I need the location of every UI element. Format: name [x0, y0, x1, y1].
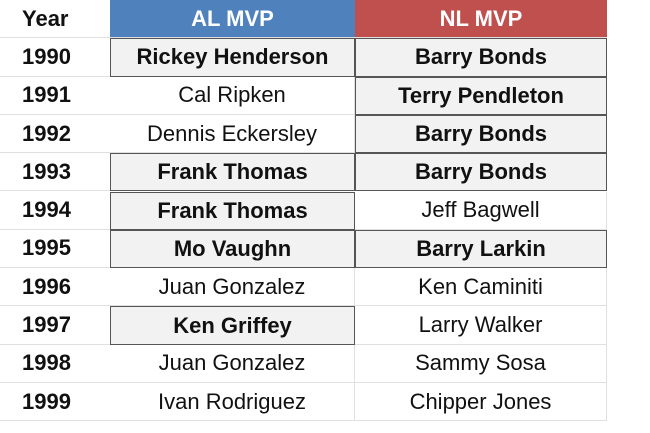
nl-cell: Barry Bonds	[355, 38, 607, 77]
nl-cell: Ken Caminiti	[355, 268, 607, 307]
nl-cell: Terry Pendleton	[355, 76, 607, 115]
year-header: Year	[0, 0, 110, 39]
year-cell: 1994	[0, 192, 110, 230]
al-cell: Mo Vaughn	[110, 229, 355, 269]
al-cell: Cal Ripken	[110, 76, 355, 115]
al-cell: Dennis Eckersley	[110, 114, 355, 154]
al-cell: Juan Gonzalez	[110, 268, 355, 307]
al-cell: Ken Griffey	[110, 306, 355, 345]
nl-cell: Barry Larkin	[355, 229, 607, 269]
al-cell: Frank Thomas	[110, 153, 355, 192]
al-cell: Rickey Henderson	[110, 38, 355, 77]
nl-cell: Jeff Bagwell	[355, 191, 607, 230]
al-cell: Frank Thomas	[110, 191, 355, 230]
year-cell: 1997	[0, 306, 110, 345]
year-cell: 1992	[0, 115, 110, 154]
al-cell: Ivan Rodriguez	[110, 383, 355, 422]
al-cell: Juan Gonzalez	[110, 344, 355, 383]
nl-cell: Larry Walker	[355, 306, 607, 345]
year-cell: 1998	[0, 345, 110, 383]
year-cell: 1990	[0, 38, 110, 77]
nl-cell: Barry Bonds	[355, 114, 607, 154]
year-cell: 1999	[0, 383, 110, 422]
year-cell: 1993	[0, 153, 110, 192]
year-cell: 1996	[0, 268, 110, 307]
year-cell: 1991	[0, 77, 110, 115]
nl-header: NL MVP	[355, 0, 607, 39]
nl-cell: Barry Bonds	[355, 153, 607, 192]
nl-cell: Sammy Sosa	[355, 344, 607, 383]
al-header: AL MVP	[110, 0, 355, 39]
nl-cell: Chipper Jones	[355, 383, 607, 422]
year-cell: 1995	[0, 230, 110, 269]
